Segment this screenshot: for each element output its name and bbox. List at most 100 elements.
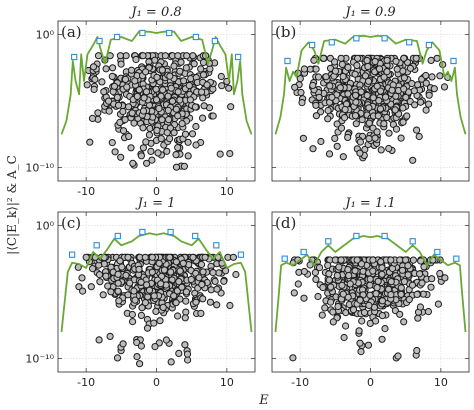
overlap-dot (106, 332, 114, 340)
overlap-dot (397, 134, 405, 142)
overlap-dot (111, 148, 119, 156)
panel-letter: (a) (61, 23, 82, 41)
overlap-dot (352, 91, 360, 99)
overlap-dot (331, 134, 339, 142)
overlap-dot (180, 77, 188, 85)
overlap-dot (400, 318, 408, 326)
overlap-dot (229, 253, 237, 261)
overlap-dot (399, 104, 407, 112)
overlap-dot (319, 283, 327, 292)
overlap-dot (128, 109, 136, 117)
overlap-dot (337, 256, 345, 264)
panel-title: J₁ = 1 (135, 196, 176, 211)
overlap-dot (90, 85, 98, 94)
overlap-dot (220, 277, 228, 285)
overlap-dot (165, 116, 173, 124)
square-marker (234, 53, 242, 61)
overlap-dot (182, 288, 190, 296)
overlap-dot (387, 291, 395, 299)
x-tick-label: -10 (77, 185, 95, 198)
overlap-dot (357, 88, 365, 96)
overlap-dot (392, 125, 401, 133)
x-tick-label: -10 (77, 376, 95, 389)
ac-curve (274, 34, 467, 135)
overlap-dot (209, 112, 217, 120)
overlap-dot (153, 73, 161, 81)
overlap-dot (167, 358, 175, 366)
overlap-dot (357, 260, 366, 268)
overlap-dot (174, 312, 182, 320)
overlap-dot (166, 253, 174, 261)
overlap-dot (434, 300, 442, 308)
overlap-dot (363, 56, 371, 65)
overlap-dot (394, 352, 402, 360)
overlap-dot (174, 88, 182, 96)
overlap-dot (179, 259, 187, 267)
overlap-dot (340, 333, 348, 342)
overlap-dot (170, 292, 178, 300)
overlap-dot (365, 119, 373, 127)
overlap-dot (150, 319, 158, 327)
overlap-dot (166, 135, 174, 143)
overlap-dot (153, 126, 161, 134)
ac-curve (274, 235, 467, 333)
overlap-dot (132, 55, 140, 64)
overlap-dot (315, 93, 323, 101)
overlap-dot (340, 114, 349, 122)
overlap-dot (354, 54, 362, 62)
y-tick-label: 10⁰ (36, 28, 55, 41)
overlap-dot (141, 299, 149, 307)
overlap-dot (139, 144, 147, 152)
overlap-dot (440, 83, 449, 91)
overlap-dot (184, 152, 192, 160)
overlap-dot (404, 262, 412, 270)
overlap-dot (192, 298, 200, 306)
overlap-dot (369, 267, 377, 275)
overlap-dot (122, 271, 130, 279)
overlap-dot (338, 60, 346, 69)
overlap-dot (422, 106, 430, 114)
overlap-dot (189, 52, 197, 60)
overlap-dot (409, 256, 417, 264)
overlap-dot (351, 267, 359, 275)
overlap-dot (378, 312, 386, 320)
overlap-dot (339, 290, 347, 298)
ac-curve (60, 30, 253, 135)
overlap-dot (364, 341, 372, 349)
overlap-dot (337, 124, 346, 132)
overlap-dot (344, 266, 352, 274)
overlap-dot (378, 335, 386, 343)
overlap-dot (172, 105, 180, 113)
overlap-dot (185, 81, 193, 90)
overlap-dot (167, 268, 175, 276)
overlap-dot (162, 336, 170, 344)
overlap-dot (142, 88, 151, 96)
overlap-dot (195, 274, 203, 282)
overlap-dot (324, 261, 332, 269)
overlap-dot (182, 64, 190, 72)
x-tick-label: -10 (291, 376, 309, 389)
overlap-dot (98, 78, 106, 86)
overlap-dot (137, 152, 145, 160)
overlap-dot (148, 253, 156, 261)
overlap-dot (133, 92, 141, 101)
overlap-dot (151, 343, 159, 351)
overlap-dot (300, 294, 308, 302)
overlap-dot (82, 253, 90, 261)
overlap-dot (366, 275, 374, 283)
panels-group: -10 0 10 10⁰ 10⁻¹⁰ J₁ = 0.8 (a) J₁ = 0.9 (b) -10 0… (25, 5, 470, 389)
square-marker (381, 232, 388, 240)
overlap-dot (116, 257, 124, 265)
overlap-dot (137, 311, 145, 319)
overlap-dot (216, 150, 224, 158)
overlap-dot (199, 295, 207, 303)
overlap-dot (175, 349, 183, 357)
overlap-dot (181, 341, 189, 349)
overlap-dot (232, 270, 240, 279)
square-marker (93, 242, 100, 249)
overlap-dot (331, 67, 340, 75)
overlap-dot (372, 317, 380, 325)
overlap-dot (199, 71, 208, 79)
overlap-dot (79, 287, 87, 295)
overlap-dot (192, 122, 200, 131)
